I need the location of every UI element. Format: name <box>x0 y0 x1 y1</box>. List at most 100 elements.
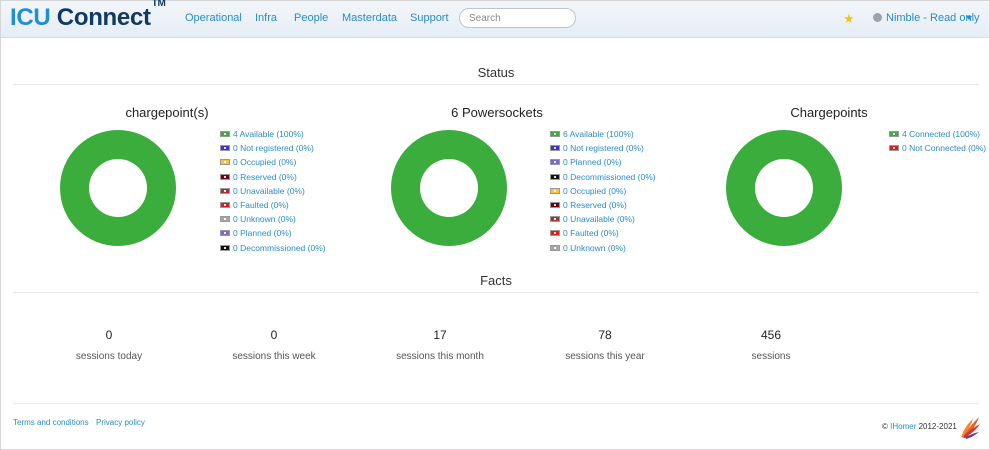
fact-value: 0 <box>105 328 113 342</box>
fact-label: sessions today <box>75 351 143 362</box>
legend-label: 4 Available (100%) <box>233 129 304 140</box>
legend-item[interactable]: 0 Unknown (0%) <box>220 212 326 226</box>
legend-swatch <box>220 230 230 237</box>
legend-label: 0 Reserved (0%) <box>233 171 297 182</box>
legend-swatch <box>220 216 230 223</box>
copyright-years: 2012-2021 <box>916 422 957 431</box>
chart-title-connection: Chargepoints <box>790 105 868 120</box>
legend-swatch <box>550 187 560 194</box>
footer-divider <box>13 403 979 404</box>
legend-label: 0 Decommissioned (0%) <box>563 171 656 182</box>
legend-item[interactable]: 0 Unavailable (0%) <box>550 212 656 226</box>
legend-label: 0 Unavailable (0%) <box>233 185 305 196</box>
legend-item[interactable]: 6 Available (100%) <box>550 127 656 141</box>
legend-swatch <box>550 202 560 209</box>
privacy-link[interactable]: Privacy policy <box>96 418 145 427</box>
legend-swatch <box>550 131 560 138</box>
nav-operational[interactable]: Operational <box>185 12 242 24</box>
legend-item[interactable]: 0 Planned (0%) <box>550 155 656 169</box>
legend-swatch <box>550 159 560 166</box>
legend-item[interactable]: 0 Planned (0%) <box>220 226 326 240</box>
legend-item[interactable]: 0 Not Connected (0%) <box>889 141 986 155</box>
brand-icu: ICU <box>10 4 51 31</box>
search-input[interactable] <box>459 8 576 28</box>
legend-swatch <box>220 244 230 251</box>
legend-item[interactable]: 0 Reserved (0%) <box>550 198 656 212</box>
chart-title-powersockets: 6 Powersockets <box>451 105 543 120</box>
legend-item[interactable]: 0 Occupied (0%) <box>220 155 326 169</box>
nav-people[interactable]: People <box>294 12 329 24</box>
status-divider <box>13 84 979 85</box>
fact-value: 78 <box>598 328 612 342</box>
legend-item[interactable]: 0 Unknown (0%) <box>550 241 656 255</box>
legend-swatch <box>550 230 560 237</box>
legend-item[interactable]: 0 Occupied (0%) <box>550 184 656 198</box>
nav-infra[interactable]: Infra <box>255 12 278 24</box>
legend-item[interactable]: 4 Available (100%) <box>220 127 326 141</box>
fact-value: 0 <box>270 328 278 342</box>
legend-swatch <box>550 173 560 180</box>
donut-chart-connection <box>726 130 842 246</box>
legend-item[interactable]: 0 Decommissioned (0%) <box>550 170 656 184</box>
chevron-down-icon[interactable] <box>966 16 972 20</box>
legend-swatch <box>220 202 230 209</box>
fact-sessions-month: 17 sessions this month <box>370 328 510 362</box>
legend-label: 0 Not registered (0%) <box>233 143 314 154</box>
legend-swatch <box>550 216 560 223</box>
facts-heading: Facts <box>480 273 512 288</box>
top-navbar: ICU ConnectTM Operational Infra People M… <box>1 0 989 38</box>
legend-label: 0 Reserved (0%) <box>563 200 627 211</box>
legend-label: 0 Not Connected (0%) <box>902 143 987 154</box>
nav-masterdata[interactable]: Masterdata <box>342 12 398 24</box>
legend-label: 0 Unknown (0%) <box>563 242 626 253</box>
legend-swatch <box>220 159 230 166</box>
fact-label: sessions this year <box>565 351 645 362</box>
legend-item[interactable]: 0 Unavailable (0%) <box>220 184 326 198</box>
terms-link[interactable]: Terms and conditions <box>13 418 89 427</box>
fact-label: sessions this week <box>232 351 316 362</box>
legend-item[interactable]: 4 Connected (100%) <box>889 127 986 141</box>
legend-swatch <box>220 173 230 180</box>
legend-label: 0 Unknown (0%) <box>233 214 296 225</box>
legend-swatch <box>889 145 899 152</box>
favorite-star-icon[interactable]: ★ <box>843 11 855 26</box>
fact-value: 17 <box>433 328 447 342</box>
globe-icon <box>873 13 882 22</box>
user-menu[interactable]: Nimble - Read only <box>886 12 980 24</box>
legend-label: 0 Occupied (0%) <box>233 157 297 168</box>
legend-swatch <box>220 187 230 194</box>
facts-divider <box>13 292 979 293</box>
legend-chargepoints: 4 Available (100%) 0 Not registered (0%) 0… <box>220 127 326 255</box>
legend-label: 0 Planned (0%) <box>563 157 622 168</box>
nav-support[interactable]: Support <box>410 12 449 24</box>
legend-item[interactable]: 0 Reserved (0%) <box>220 170 326 184</box>
legend-swatch <box>550 244 560 251</box>
legend-label: 0 Unavailable (0%) <box>563 214 635 225</box>
donut-chart-powersockets <box>391 130 507 246</box>
brand-trademark: TM <box>151 0 166 9</box>
ihomer-logo-icon <box>961 417 980 439</box>
fact-value: 456 <box>760 328 782 342</box>
copyright-symbol: © <box>882 422 891 431</box>
legend-item[interactable]: 0 Not registered (0%) <box>220 141 326 155</box>
fact-label: sessions this month <box>396 351 484 362</box>
legend-swatch <box>220 131 230 138</box>
legend-swatch <box>550 145 560 152</box>
legend-item[interactable]: 0 Faulted (0%) <box>550 226 656 240</box>
status-heading: Status <box>477 65 515 80</box>
legend-swatch <box>889 131 899 138</box>
legend-label: 0 Decommissioned (0%) <box>233 242 326 253</box>
legend-powersockets: 6 Available (100%) 0 Not registered (0%) 0… <box>550 127 656 255</box>
brand-logo[interactable]: ICU ConnectTM <box>10 0 166 32</box>
legend-label: 0 Planned (0%) <box>233 228 292 239</box>
copyright-text: © IHomer 2012-2021 <box>882 422 957 431</box>
legend-item[interactable]: 0 Not registered (0%) <box>550 141 656 155</box>
legend-label: 6 Available (100%) <box>563 129 634 140</box>
legend-item[interactable]: 0 Faulted (0%) <box>220 198 326 212</box>
company-link[interactable]: IHomer <box>890 422 917 431</box>
fact-sessions-year: 78 sessions this year <box>535 328 675 362</box>
legend-label: 0 Occupied (0%) <box>563 185 627 196</box>
legend-swatch <box>220 145 230 152</box>
legend-item[interactable]: 0 Decommissioned (0%) <box>220 241 326 255</box>
